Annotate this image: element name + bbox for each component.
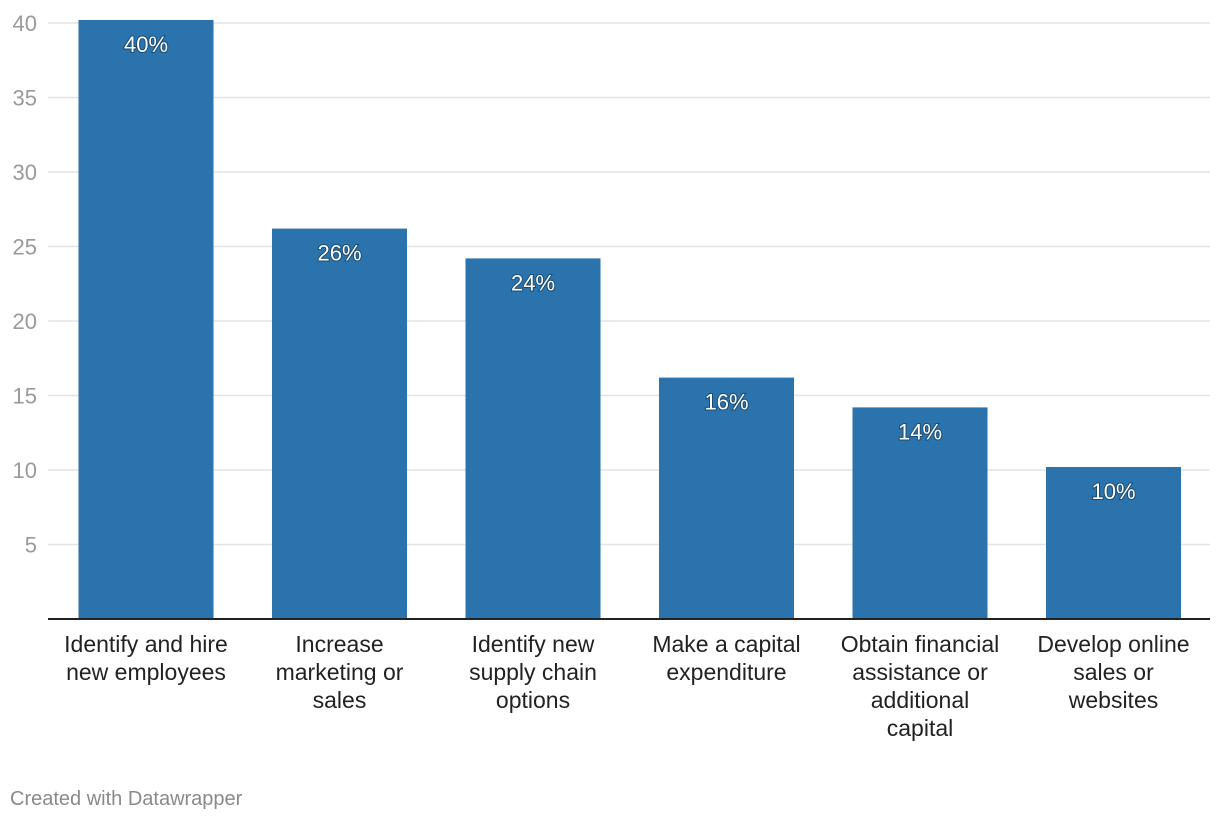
y-tick-label: 20 <box>13 309 37 334</box>
data-label: 40% <box>124 32 168 57</box>
x-tick-label: marketing or <box>276 659 404 685</box>
x-tick-label: Identify and hire <box>64 631 228 657</box>
x-tick-label: sales <box>313 687 367 713</box>
x-tick-label: sales or <box>1073 659 1154 685</box>
y-tick-label: 30 <box>13 160 37 185</box>
data-label: 26% <box>317 241 361 266</box>
y-tick-label: 5 <box>25 533 37 558</box>
data-label: 24% <box>511 270 555 295</box>
x-tick-label: Develop online <box>1037 631 1189 657</box>
x-tick-label: expenditure <box>666 659 786 685</box>
data-label: 14% <box>898 419 942 444</box>
x-tick-label: Identify new <box>472 631 595 657</box>
x-tick-label: Obtain financial <box>841 631 1000 657</box>
x-tick-label: additional <box>871 687 969 713</box>
data-label: 16% <box>704 390 748 415</box>
bar <box>1046 467 1181 619</box>
x-tick-label: Increase <box>295 631 383 657</box>
x-tick-label: supply chain <box>469 659 597 685</box>
x-tick-label: new employees <box>66 659 226 685</box>
credit-text: Created with Datawrapper <box>10 788 243 810</box>
bar <box>659 377 794 619</box>
x-tick-label: capital <box>887 715 953 741</box>
y-tick-label: 25 <box>13 235 37 260</box>
bar <box>78 20 214 619</box>
data-label: 10% <box>1091 479 1135 504</box>
y-tick-label: 10 <box>13 458 37 483</box>
bar <box>465 258 601 619</box>
x-tick-label: assistance or <box>852 659 988 685</box>
y-tick-label: 40 <box>13 11 37 36</box>
y-tick-label: 35 <box>13 86 37 111</box>
bar <box>272 228 407 619</box>
x-tick-label: websites <box>1068 687 1158 713</box>
x-tick-label: Make a capital <box>652 631 800 657</box>
bar <box>852 407 988 619</box>
y-tick-label: 15 <box>13 384 37 409</box>
x-tick-label: options <box>496 687 570 713</box>
